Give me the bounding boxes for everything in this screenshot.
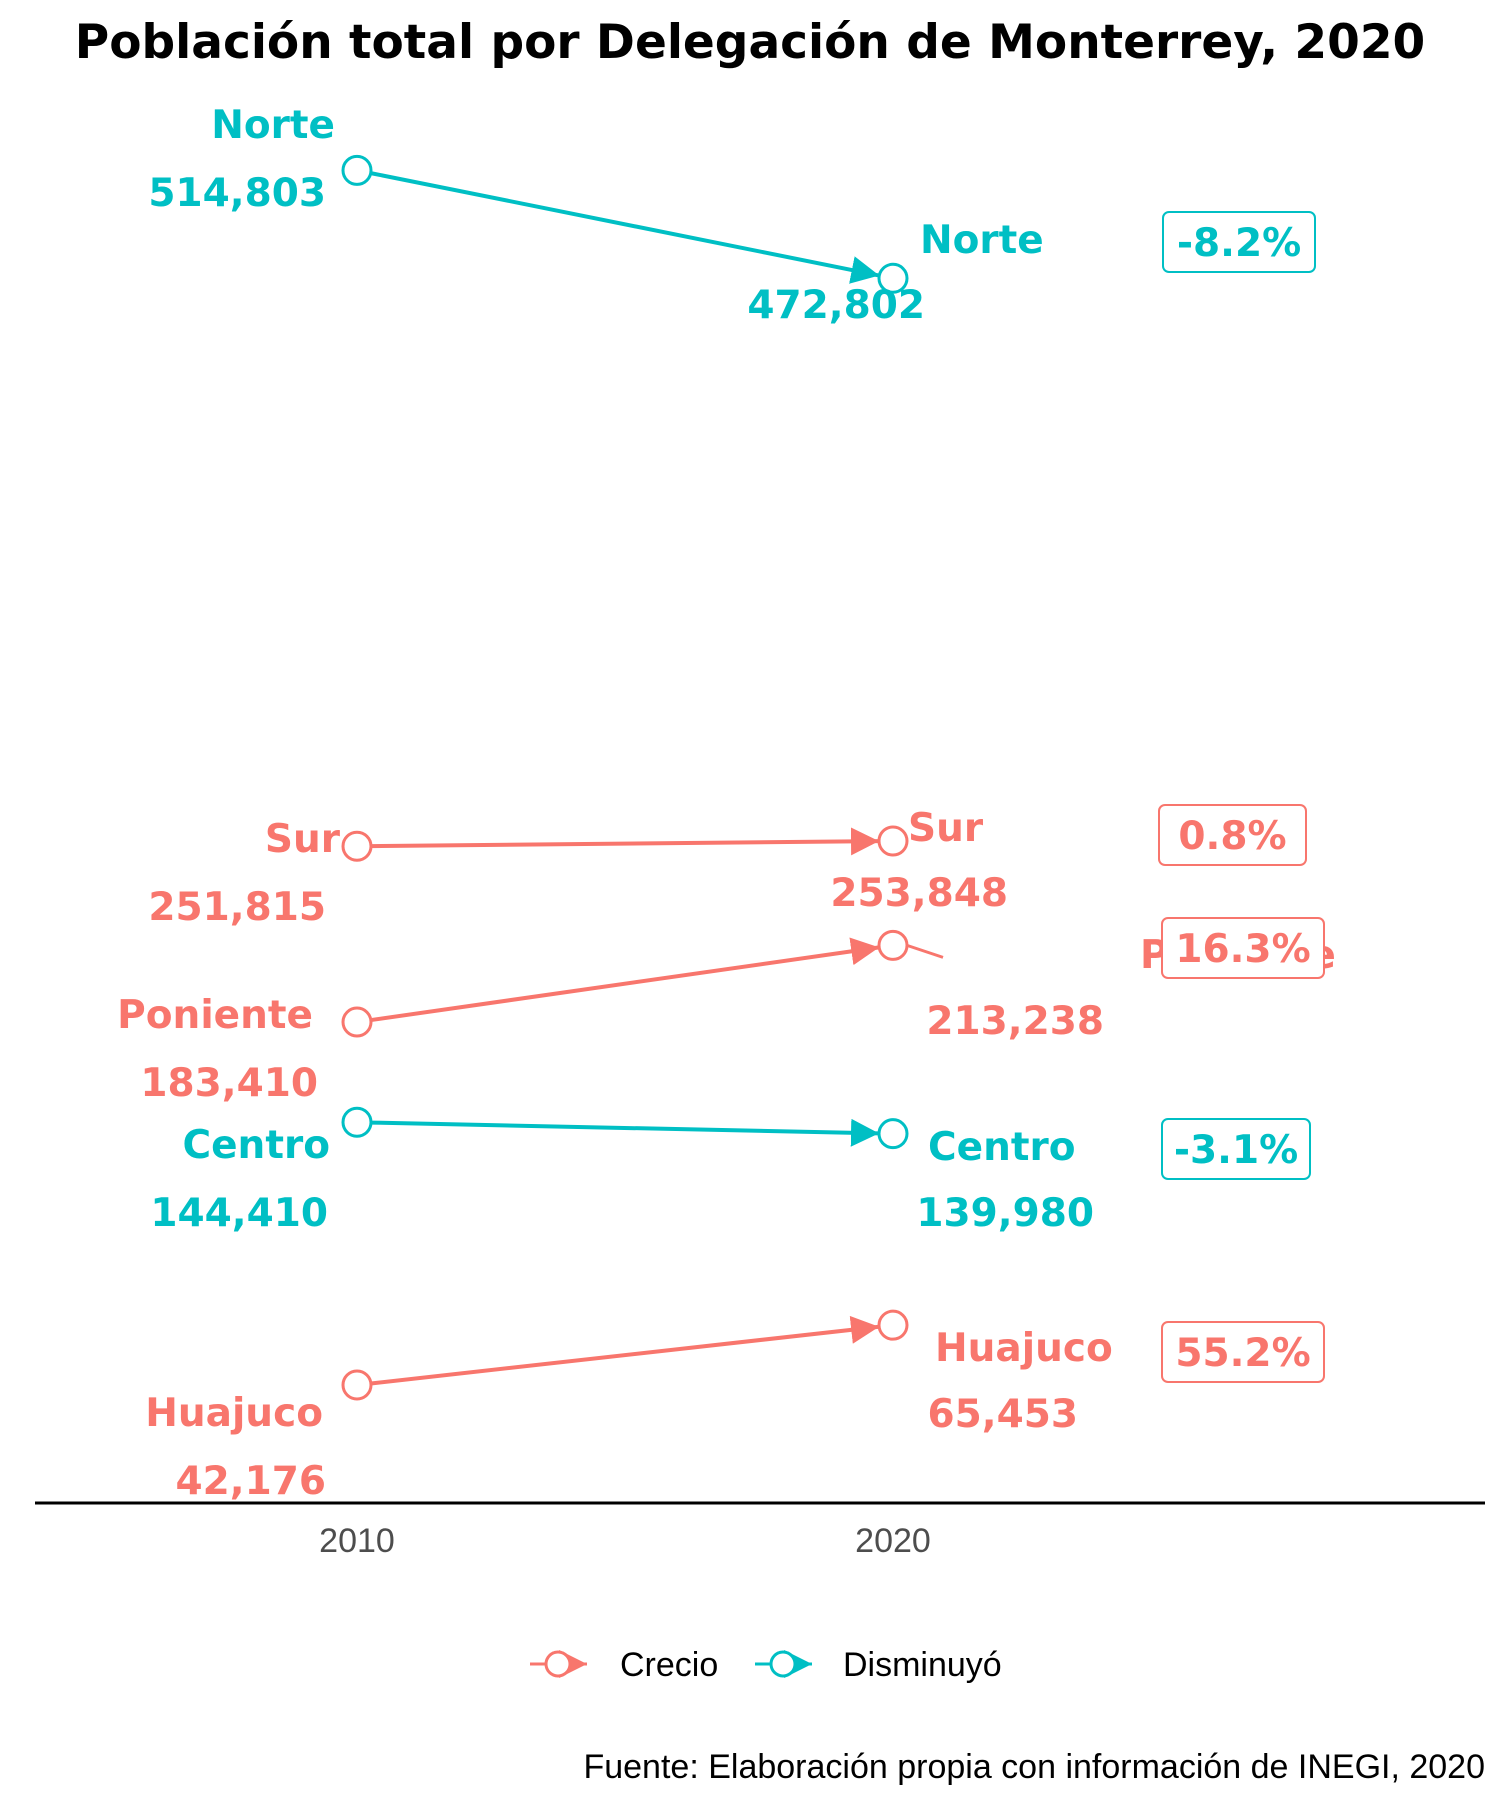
series-norte: Norte 514,803 Norte 472,802 -8.2% [148, 103, 1316, 328]
label-name-sur-2020: Sur [908, 806, 984, 851]
label-value-centro-2010: 144,410 [150, 1191, 328, 1236]
chart-caption: Fuente: Elaboración propia con informaci… [583, 1748, 1485, 1786]
label-name-centro-2020: Centro [928, 1125, 1076, 1170]
change-box-centro [1161, 1118, 1311, 1180]
label-name-sur-2010: Sur [265, 817, 341, 862]
label-name-poniente-2010: Poniente [117, 993, 313, 1038]
chart-title: Población total por Delegación de Monter… [75, 15, 1426, 70]
label-value-centro-2020: 139,980 [916, 1191, 1094, 1236]
point-norte-2020 [877, 262, 909, 294]
point-poniente-2020 [877, 929, 909, 961]
arrow-centro [370, 1118, 880, 1147]
x-axis: 2010 2020 [319, 1522, 931, 1560]
label-value-norte-2010: 514,803 [148, 171, 326, 216]
label-value-huajuco-2020: 65,453 [928, 1392, 1079, 1437]
point-huajuco-2010 [341, 1369, 373, 1401]
series-sur: Sur 251,815 Sur 253,848 0.8% [148, 804, 1307, 930]
change-box-poniente [1161, 917, 1325, 979]
legend: Crecio Disminuyó [530, 1646, 1002, 1684]
legend-key-point-disminuyo [769, 1650, 797, 1678]
label-name-norte-2010: Norte [211, 103, 335, 148]
label-value-sur-2020: 253,848 [830, 871, 1008, 916]
label-value-huajuco-2010: 42,176 [176, 1459, 327, 1504]
point-sur-2020 [877, 825, 909, 857]
leader-poniente [906, 943, 944, 959]
label-value-sur-2010: 251,815 [148, 885, 326, 930]
arrow-sur [370, 827, 880, 856]
label-name-centro-2010: Centro [182, 1123, 330, 1168]
change-label-centro: -3.1% [1174, 1128, 1298, 1173]
point-huajuco-2020 [877, 1309, 909, 1341]
label-value-norte-2020: 472,802 [747, 283, 925, 328]
legend-label-crecio: Crecio [620, 1646, 718, 1684]
change-label-huajuco: 55.2% [1175, 1331, 1310, 1376]
legend-item-disminuyo: Disminuyó [755, 1646, 1002, 1684]
series-huajuco: Huajuco 42,176 Huajuco 65,453 55.2% [145, 1309, 1325, 1504]
plot-area: Norte514,803Norte472,802-8.2%Sur251,815S… [117, 103, 1336, 1504]
label-name-huajuco-2020: Huajuco [935, 1326, 1113, 1371]
change-box-norte [1162, 211, 1316, 273]
arrow-huajuco [370, 1315, 880, 1386]
x-tick-2010: 2010 [319, 1522, 395, 1560]
change-label-sur: 0.8% [1178, 814, 1286, 859]
legend-label-disminuyo: Disminuyó [843, 1646, 1002, 1684]
legend-key-point-crecio [544, 1650, 572, 1678]
point-centro-2020 [877, 1118, 909, 1150]
change-label-poniente: 16.3% [1175, 927, 1310, 972]
x-tick-2020: 2020 [855, 1522, 931, 1560]
label-name-huajuco-2010: Huajuco [145, 1391, 323, 1436]
legend-item-crecio: Crecio [530, 1646, 718, 1684]
change-box-sur [1158, 804, 1307, 866]
label-value-poniente-2020: 213,238 [926, 999, 1104, 1044]
point-norte-2010 [341, 154, 373, 186]
point-centro-2010 [341, 1106, 373, 1138]
label-name-norte-2020: Norte [920, 218, 1044, 263]
change-box-huajuco [1161, 1321, 1325, 1383]
arrow-norte [370, 171, 880, 284]
change-label-norte: -8.2% [1177, 221, 1301, 266]
point-poniente-2010 [341, 1006, 373, 1038]
point-sur-2010 [341, 830, 373, 862]
series-centro: Centro 144,410 Centro 139,980 -3.1% [150, 1106, 1311, 1236]
arrow-poniente [370, 937, 880, 1023]
label-value-poniente-2010: 183,410 [140, 1061, 318, 1106]
